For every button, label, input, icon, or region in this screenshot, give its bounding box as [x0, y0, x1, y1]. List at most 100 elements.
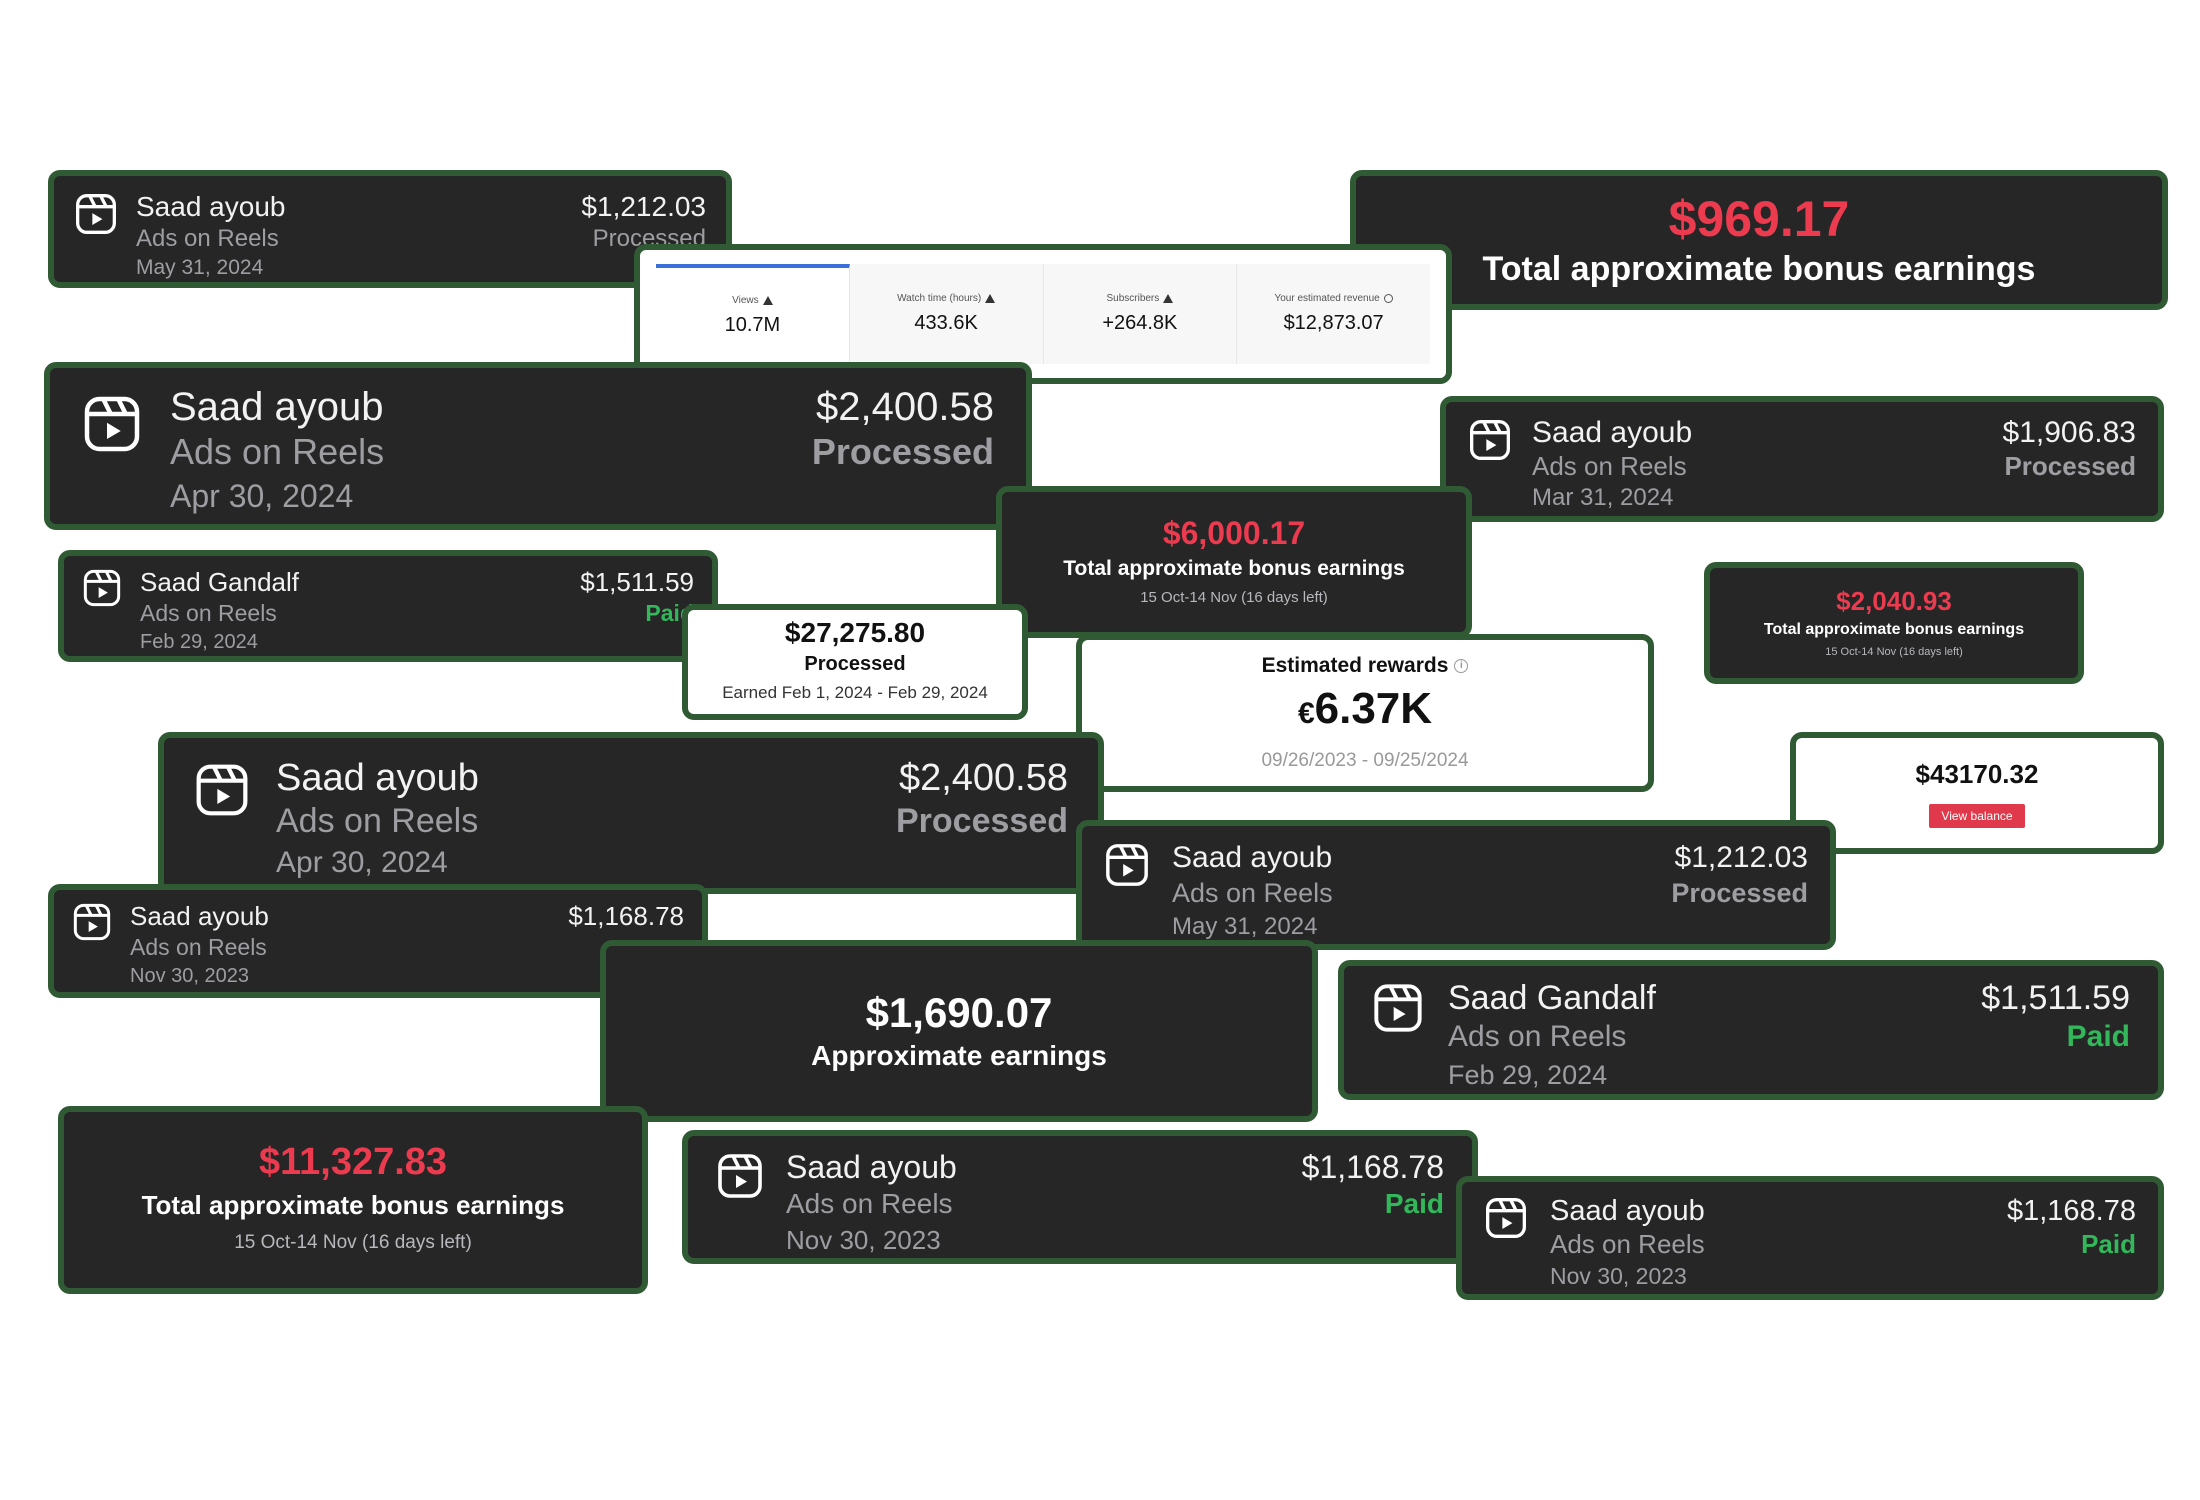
payout-card: Saad Gandalf Ads on Reels Feb 29, 2024 $… — [58, 550, 718, 662]
bonus-label: Total approximate bonus earnings — [1763, 621, 2025, 638]
payout-amount: $1,168.78 — [2006, 1195, 2136, 1227]
payout-date: Apr 30, 2024 — [170, 478, 354, 514]
metric-value: 10.7M — [724, 314, 781, 336]
bonus-amount: $2,040.93 — [1836, 586, 1952, 616]
metric-views[interactable]: Views 10.7M — [656, 264, 850, 364]
bonus-earnings-card: $969.17 Total approximate bonus earnings — [1350, 170, 2168, 310]
approximate-earnings-card: $1,690.07 Approximate earnings — [600, 940, 1318, 1122]
payout-card: Saad ayoub Ads on Reels May 31, 2024 $1,… — [48, 170, 732, 288]
payout-status: Paid — [1384, 1188, 1444, 1219]
bonus-label: Total approximate bonus earnings — [1063, 557, 1405, 580]
rewards-label: Estimated rewards — [1261, 654, 1449, 677]
payout-source: Ads on Reels — [1532, 451, 1687, 481]
estimated-rewards-card: Estimated rewards i €6.37K 09/26/2023 - 0… — [1076, 634, 1654, 792]
payout-status: Processed — [811, 431, 994, 472]
account-name: Saad ayoub — [1550, 1195, 1705, 1227]
warning-icon — [985, 294, 996, 303]
payout-source: Ads on Reels — [786, 1188, 953, 1219]
payout-date: Nov 30, 2023 — [1550, 1263, 1687, 1289]
metric-label: Views — [732, 295, 759, 306]
payout-amount: $1,511.59 — [1981, 979, 2130, 1017]
payout-amount: $1,212.03 — [581, 191, 706, 222]
payout-card: Saad ayoub Ads on Reels Nov 30, 2023 $1,… — [1456, 1176, 2164, 1300]
reels-icon — [1374, 984, 1422, 1032]
warning-icon — [762, 296, 773, 305]
payout-card: Saad ayoub Ads on Reels Nov 30, 2023 $1,… — [48, 884, 708, 998]
payout-date: Nov 30, 2023 — [130, 965, 249, 987]
reels-icon — [1486, 1198, 1526, 1238]
bonus-range: 15 Oct-14 Nov (16 days left) — [234, 1232, 472, 1253]
account-name: Saad ayoub — [170, 385, 384, 429]
payout-card: Saad ayoub Ads on Reels Nov 30, 2023 $1,… — [682, 1130, 1478, 1264]
payout-source: Ads on Reels — [170, 431, 385, 472]
bonus-label: Total approximate bonus earnings — [1482, 250, 2036, 288]
payout-source: Ads on Reels — [140, 600, 277, 626]
account-name: Saad ayoub — [136, 191, 286, 222]
bonus-earnings-card: $2,040.93 Total approximate bonus earnin… — [1704, 562, 2084, 684]
approx-amount: $1,690.07 — [865, 989, 1053, 1036]
payout-card: Saad ayoub Ads on Reels Apr 30, 2024 $2,… — [158, 732, 1104, 894]
account-name: Saad ayoub — [1172, 841, 1333, 874]
account-name: Saad ayoub — [786, 1149, 957, 1185]
clock-icon — [1383, 294, 1393, 303]
payout-source: Ads on Reels — [276, 802, 479, 840]
account-name: Saad ayoub — [130, 901, 269, 931]
processed-status: Processed — [804, 653, 906, 675]
metric-label: Watch time (hours) — [897, 293, 982, 304]
payout-status: Processed — [896, 802, 1068, 840]
bonus-amount: $969.17 — [1668, 191, 1850, 247]
reels-icon — [196, 764, 248, 816]
rewards-currency: € — [1297, 697, 1315, 730]
payout-card: Saad ayoub Ads on Reels Mar 31, 2024 $1,… — [1440, 396, 2164, 522]
payout-source: Ads on Reels — [136, 225, 279, 252]
account-name: Saad Gandalf — [140, 567, 300, 597]
payout-date: Apr 30, 2024 — [276, 846, 448, 879]
info-icon[interactable]: i — [1454, 659, 1469, 674]
payout-date: Feb 29, 2024 — [140, 631, 258, 653]
balance-amount: $43170.32 — [1915, 759, 2039, 789]
bonus-range: 15 Oct-14 Nov (16 days left) — [1140, 589, 1328, 606]
payout-status: Paid — [2081, 1229, 2136, 1259]
account-name: Saad ayoub — [276, 757, 479, 799]
payout-card: Saad ayoub Ads on Reels May 31, 2024 $1,… — [1076, 820, 1836, 950]
metric-value: $12,873.07 — [1283, 312, 1384, 334]
payout-date: May 31, 2024 — [136, 256, 264, 279]
reels-icon — [83, 569, 121, 607]
bonus-range: 15 Oct-14 Nov (16 days left) — [1825, 646, 1963, 658]
payout-source: Ads on Reels — [1172, 878, 1333, 908]
rewards-value: 6.37K — [1314, 684, 1433, 733]
payout-amount: $2,400.58 — [898, 757, 1068, 799]
reels-icon — [76, 194, 116, 234]
processed-total-card: $27,275.80 Processed Earned Feb 1, 2024 … — [682, 604, 1028, 720]
view-balance-button[interactable]: View balance — [1929, 804, 2025, 828]
payout-status: Paid — [2066, 1020, 2130, 1053]
reels-icon — [1470, 420, 1510, 460]
payout-amount: $1,168.78 — [1301, 1149, 1444, 1185]
reels-icon — [1106, 844, 1148, 886]
bonus-amount: $11,327.83 — [258, 1141, 448, 1183]
bonus-label: Total approximate bonus earnings — [141, 1190, 565, 1220]
account-name: Saad ayoub — [1532, 416, 1693, 449]
processed-amount: $27,275.80 — [784, 617, 926, 648]
reels-icon — [84, 396, 140, 452]
metric-value: +264.8K — [1102, 312, 1178, 334]
bonus-amount: $6,000.17 — [1162, 515, 1306, 551]
payout-date: Mar 31, 2024 — [1532, 484, 1674, 511]
metric-subscribers[interactable]: Subscribers +264.8K — [1043, 264, 1238, 364]
payout-source: Ads on Reels — [130, 934, 267, 960]
rewards-range: 09/26/2023 - 09/25/2024 — [1261, 750, 1469, 771]
metric-estimated-revenue[interactable]: Your estimated revenue $12,873.07 — [1237, 264, 1430, 364]
payout-amount: $1,906.83 — [2002, 416, 2136, 449]
metric-label: Your estimated revenue — [1274, 293, 1380, 304]
payout-source: Ads on Reels — [1448, 1020, 1627, 1053]
reels-icon — [718, 1154, 762, 1198]
payout-date: Nov 30, 2023 — [786, 1225, 941, 1255]
payout-amount: $1,212.03 — [1674, 841, 1808, 874]
balance-card: $43170.32 View balance — [1790, 732, 2164, 854]
account-name: Saad Gandalf — [1448, 979, 1656, 1017]
approx-label: Approximate earnings — [811, 1040, 1107, 1071]
warning-icon — [1163, 294, 1174, 303]
metric-watch-time[interactable]: Watch time (hours) 433.6K — [849, 264, 1044, 364]
metric-value: 433.6K — [914, 312, 978, 334]
